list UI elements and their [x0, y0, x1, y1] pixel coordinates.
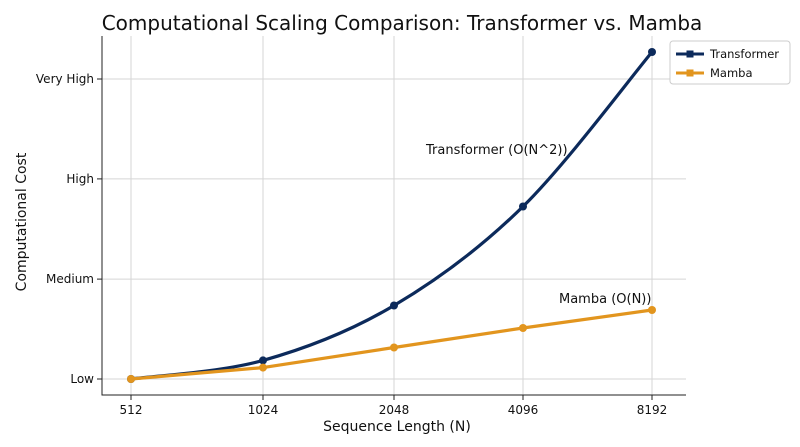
mamba-point [519, 324, 527, 332]
mamba-point [127, 375, 135, 383]
transformer-line [129, 50, 654, 381]
y-tick-label: High [66, 172, 94, 186]
x-tick-label: 1024 [248, 403, 279, 417]
legend: Transformer Mamba [669, 40, 791, 85]
mamba-point [259, 363, 267, 372]
legend-mamba-marker [686, 69, 694, 77]
mamba-point [390, 343, 398, 352]
legend-transformer-label: Transformer [709, 47, 779, 61]
x-tick-label: 512 [120, 403, 143, 417]
x-tick-label: 4096 [508, 403, 539, 417]
y-axis: Low Medium High Very High [36, 72, 102, 386]
series-layer [127, 48, 656, 383]
grid [102, 36, 686, 395]
annotation-mamba: Mamba (O(N)) [559, 292, 651, 307]
y-axis-label: Computational Cost [14, 152, 30, 291]
legend-mamba-label: Mamba [710, 66, 753, 80]
chart-title: Computational Scaling Comparison: Transf… [102, 11, 703, 35]
y-tick-label: Very High [36, 72, 94, 86]
x-axis-label: Sequence Length (N) [323, 419, 471, 435]
annotation-transformer: Transformer (O(N^2)) [425, 143, 568, 158]
y-tick-label: Medium [46, 272, 94, 286]
y-tick-label: Low [70, 372, 94, 386]
transformer-point [648, 48, 656, 56]
transformer-point [390, 301, 398, 310]
x-tick-label: 8192 [637, 403, 668, 417]
legend-transformer-marker [686, 50, 694, 58]
transformer-point [259, 356, 267, 365]
x-axis: 512 1024 2048 4096 8192 [120, 395, 668, 417]
transformer-point [519, 202, 527, 211]
x-tick-label: 2048 [379, 403, 410, 417]
plot-frame [101, 36, 686, 396]
mamba-point [648, 306, 656, 314]
